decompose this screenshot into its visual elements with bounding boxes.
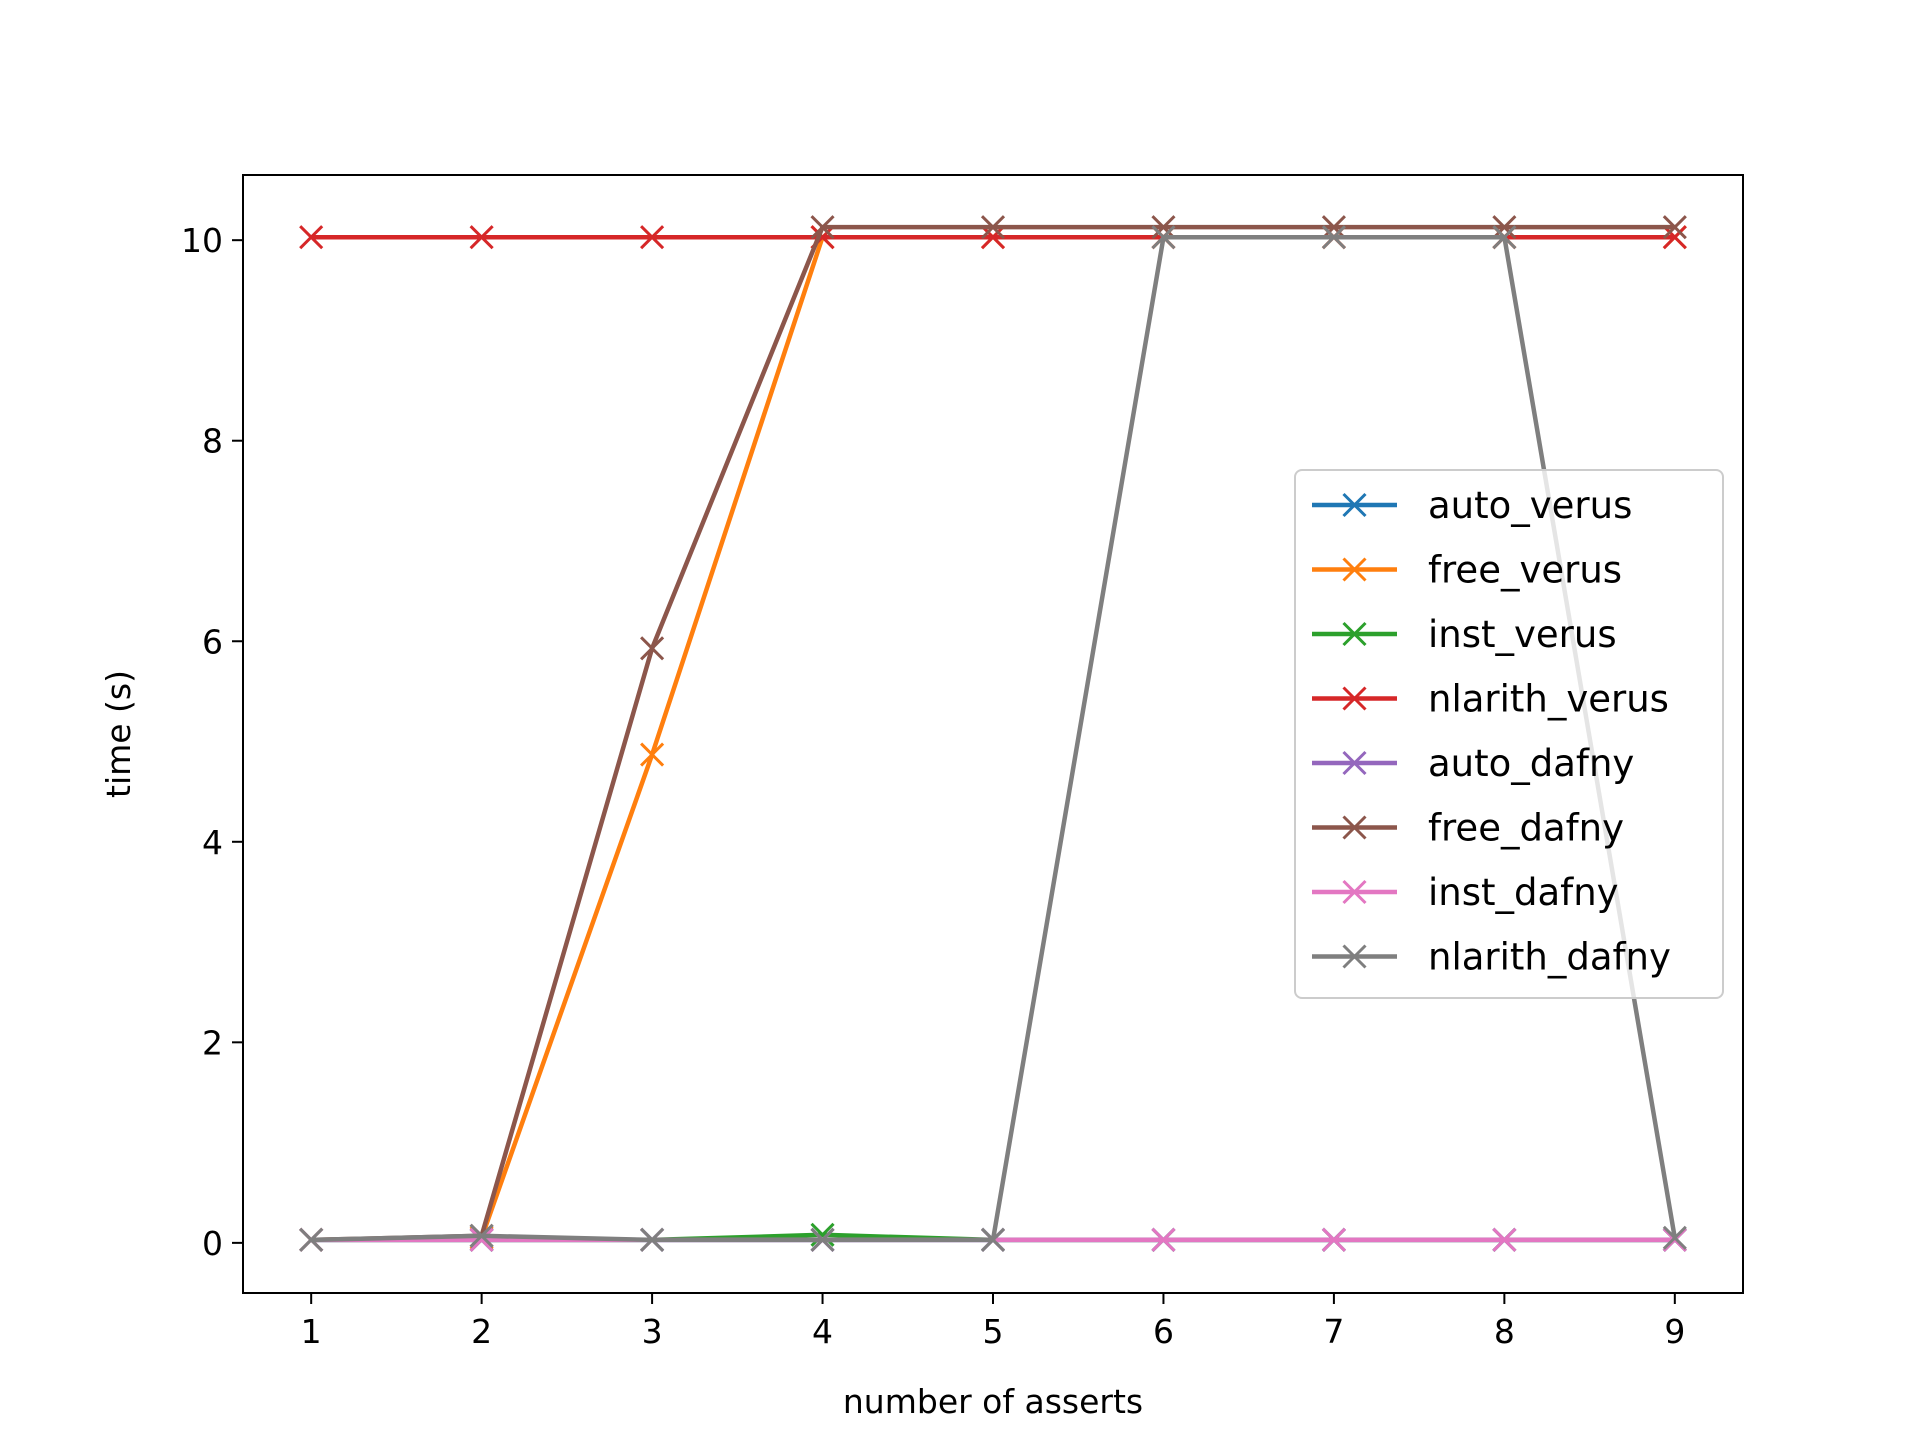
y-tick-label: 4 — [202, 823, 223, 862]
legend-item-nlarith_dafny: nlarith_dafny — [1312, 936, 1671, 979]
data-point-marker — [1662, 215, 1687, 240]
data-point-marker — [469, 1227, 494, 1252]
data-point-marker — [640, 225, 665, 250]
y-tick-label: 0 — [202, 1224, 223, 1263]
data-point-marker — [469, 225, 494, 250]
data-point-marker — [980, 225, 1006, 250]
legend-label: nlarith_verus — [1428, 678, 1669, 721]
legend-label: nlarith_dafny — [1428, 936, 1671, 979]
y-axis-label: time (s) — [99, 670, 138, 798]
data-point-marker — [1321, 1227, 1346, 1252]
y-tick-label: 10 — [181, 221, 223, 260]
data-point-marker — [1151, 1227, 1176, 1252]
legend-item-inst_dafny: inst_dafny — [1312, 871, 1619, 914]
x-axis-label: number of asserts — [843, 1382, 1143, 1421]
series-nlarith_dafny — [299, 225, 1687, 1252]
series-layer — [299, 215, 1687, 1252]
x-tick-label: 9 — [1664, 1312, 1685, 1351]
data-point-marker — [299, 225, 324, 250]
x-tick-label: 3 — [642, 1312, 663, 1351]
x-tick-label: 7 — [1323, 1312, 1344, 1351]
x-axis: 1 2 3 4 5 6 7 8 9 — [301, 1293, 1685, 1351]
data-point-marker — [980, 215, 1006, 240]
data-point-marker — [469, 1223, 494, 1248]
legend-item-nlarith_verus: nlarith_verus — [1312, 678, 1669, 721]
data-point-marker — [640, 636, 665, 661]
legend-marker — [1342, 815, 1367, 840]
legend: auto_verus free_verus inst_verus nlarith_ve… — [1294, 469, 1724, 999]
data-point-marker — [1151, 215, 1176, 240]
data-point-marker — [1662, 225, 1687, 250]
data-point-marker — [1662, 1225, 1687, 1250]
x-tick-label: 5 — [983, 1312, 1004, 1351]
legend-marker — [1342, 944, 1367, 969]
x-tick-label: 6 — [1153, 1312, 1174, 1351]
legend-label: free_dafny — [1428, 807, 1624, 850]
data-point-marker — [1492, 1227, 1517, 1252]
legend-frame — [1294, 469, 1724, 999]
legend-marker — [1342, 557, 1367, 582]
legend-marker — [1342, 621, 1367, 647]
y-tick-label: 2 — [202, 1023, 223, 1062]
data-point-marker — [299, 1227, 324, 1252]
legend-label: auto_dafny — [1428, 742, 1634, 785]
legend-marker — [1342, 879, 1367, 905]
legend-item-free_dafny: free_dafny — [1312, 807, 1624, 850]
legend-label: auto_verus — [1428, 484, 1632, 527]
data-point-marker — [810, 1222, 835, 1247]
data-point-marker — [980, 1227, 1006, 1252]
data-point-marker — [810, 1227, 835, 1252]
y-tick-label: 6 — [202, 622, 223, 661]
data-point-marker — [1492, 215, 1517, 240]
y-tick-label: 8 — [202, 422, 223, 461]
legend-label: free_verus — [1428, 549, 1622, 592]
x-tick-label: 2 — [471, 1312, 492, 1351]
data-point-marker — [1492, 225, 1517, 250]
x-tick-label: 1 — [301, 1312, 322, 1351]
legend-item-auto_verus: auto_verus — [1312, 484, 1632, 527]
legend-marker — [1342, 492, 1367, 518]
data-point-marker — [1321, 215, 1346, 240]
legend-marker — [1342, 686, 1367, 711]
legend-label: inst_dafny — [1428, 871, 1619, 914]
legend-item-free_verus: free_verus — [1312, 549, 1622, 592]
x-tick-label: 8 — [1494, 1312, 1515, 1351]
data-point-marker — [1321, 225, 1346, 250]
data-point-marker — [640, 742, 665, 767]
legend-marker — [1342, 750, 1367, 776]
legend-item-inst_verus: inst_verus — [1312, 613, 1617, 656]
legend-item-auto_dafny: auto_dafny — [1312, 742, 1634, 785]
data-point-marker — [810, 215, 835, 240]
data-point-marker — [1151, 225, 1176, 250]
data-point-marker — [640, 1227, 665, 1252]
y-axis: 0 2 4 6 8 10 — [181, 221, 243, 1263]
legend-label: inst_verus — [1428, 613, 1617, 656]
x-tick-label: 4 — [812, 1312, 833, 1351]
